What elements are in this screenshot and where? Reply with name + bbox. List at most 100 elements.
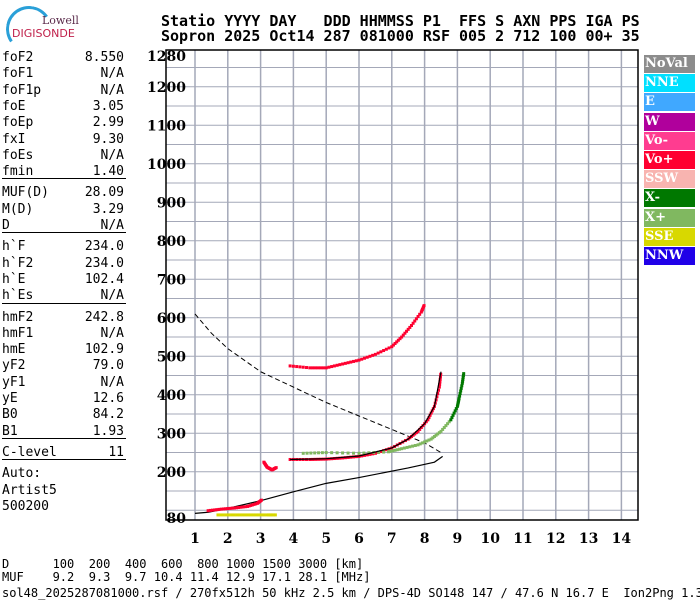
echo-point-voplus xyxy=(411,321,415,325)
x-tick-label: 1 xyxy=(190,531,200,547)
echo-point-voplus xyxy=(316,366,320,370)
echo-point-voplus xyxy=(398,337,402,341)
param-fof2: foF2 8.550 xyxy=(2,50,124,66)
echo-point-voplus xyxy=(252,502,256,506)
param-value: N/A xyxy=(100,218,124,233)
echo-point-voplus xyxy=(354,359,358,363)
echo-point-voplus xyxy=(254,502,258,506)
echo-point-voplus xyxy=(224,507,228,511)
profile-dashed-line xyxy=(194,313,442,453)
echo-point-voplus xyxy=(327,365,331,369)
param-ye: yE 12.6 xyxy=(2,391,124,407)
echo-point-voplus xyxy=(341,362,345,366)
echo-point-voplus xyxy=(396,338,400,342)
echo-point-xminus xyxy=(454,407,458,411)
echo-point-voplus xyxy=(208,508,212,512)
echo-point-voplus xyxy=(247,504,251,508)
echo-point-voplus xyxy=(413,432,417,436)
echo-point-voplus xyxy=(274,466,278,470)
echo-point-xplus xyxy=(444,424,448,428)
echo-point-voplus xyxy=(228,506,232,510)
echo-point-voplus xyxy=(362,453,366,457)
echo-point-xplus xyxy=(447,420,451,424)
divider xyxy=(2,302,126,304)
echo-point-xplus xyxy=(432,435,436,439)
param-value: 3.05 xyxy=(92,98,124,114)
echo-point-xminus xyxy=(450,416,454,420)
echo-point-voplus xyxy=(416,315,420,319)
param-hf2: h`F2 234.0 xyxy=(2,256,124,272)
echo-point-xplus xyxy=(408,445,412,449)
echo-point-sse xyxy=(260,513,264,517)
param-value: 2.99 xyxy=(92,115,124,131)
param-label: foEs xyxy=(2,147,34,163)
param-value: 102.4 xyxy=(84,271,124,287)
echo-point-voplus xyxy=(376,351,380,355)
echo-point-xplus xyxy=(309,451,313,455)
echo-point-sse xyxy=(272,513,276,517)
header-labels: Statio YYYY DAY DDD HHMMSS P1 FFS S AXN … xyxy=(161,12,640,30)
param-label: fxI xyxy=(2,131,26,147)
echo-point-xplus xyxy=(313,451,317,455)
x-tick-label: 7 xyxy=(387,531,397,547)
param-foep: foEp 2.99 xyxy=(2,115,124,131)
plot-frame xyxy=(165,49,639,521)
echo-point-voplus xyxy=(221,507,225,511)
echo-point-xplus xyxy=(391,449,395,453)
param-clevel: C-level 11 xyxy=(2,445,124,461)
echo-point-voplus xyxy=(403,331,407,335)
echo-point-xplus xyxy=(441,427,445,431)
x-tick-label: 6 xyxy=(354,531,364,547)
echo-point-xplus xyxy=(425,439,429,443)
param-label: fmin xyxy=(2,164,34,180)
echo-point-voplus xyxy=(219,507,223,511)
divider xyxy=(2,437,126,439)
echo-point-sse xyxy=(257,513,261,517)
echo-point-voplus xyxy=(291,364,295,368)
echo-point-sse xyxy=(219,513,223,517)
echo-point-xplus xyxy=(324,451,328,455)
param-label: foF2 xyxy=(2,50,34,65)
echo-point-voplus xyxy=(332,364,336,368)
param-label: foF1 xyxy=(2,66,34,82)
echo-point-voplus xyxy=(438,377,442,381)
echo-point-sse xyxy=(246,513,250,517)
echo-point-voplus xyxy=(401,333,405,337)
echo-point-xminus xyxy=(459,389,463,393)
param-fmin: fmin 1.40 xyxy=(2,164,124,180)
param-foe: foE 3.05 xyxy=(2,99,124,115)
legend-xminus: X- xyxy=(644,189,695,208)
y-tick-label: 1000 xyxy=(147,157,186,173)
echo-point-xplus xyxy=(367,451,371,455)
param-value: 8.550 xyxy=(84,50,124,65)
echo-point-xplus xyxy=(402,446,406,450)
y-tick-label: 400 xyxy=(157,388,186,404)
echo-point-sse xyxy=(270,513,274,517)
param-value: 1.40 xyxy=(92,164,124,180)
echo-point-xminus xyxy=(461,374,465,378)
echo-point-voplus xyxy=(235,506,239,510)
echo-point-sse xyxy=(232,513,236,517)
echo-point-voplus xyxy=(346,361,350,365)
echo-point-voplus xyxy=(301,365,305,369)
echo-point-voplus xyxy=(243,505,247,509)
y-tick-label: 600 xyxy=(157,311,186,327)
echo-point-xminus xyxy=(457,397,461,401)
param-value: N/A xyxy=(100,288,124,304)
legend-nne: NNE xyxy=(644,74,695,93)
y-tick-label: 900 xyxy=(157,195,186,211)
param-label: hmF2 xyxy=(2,309,34,325)
param-label: C-level xyxy=(2,444,57,460)
param-fof1: foF1 N/A xyxy=(2,66,124,82)
param-value: 9.30 xyxy=(92,131,124,147)
legend-sse: SSE xyxy=(644,227,695,246)
echo-point-voplus xyxy=(338,363,342,367)
echo-point-xplus xyxy=(437,431,441,435)
echo-point-sse xyxy=(221,513,225,517)
param-label: h`E xyxy=(2,271,26,287)
param-value: N/A xyxy=(100,374,124,390)
param-label: B0 xyxy=(2,407,18,423)
legend-xplus: X+ xyxy=(644,208,695,227)
param-value: 84.2 xyxy=(92,407,124,423)
echo-point-voplus xyxy=(288,364,292,368)
